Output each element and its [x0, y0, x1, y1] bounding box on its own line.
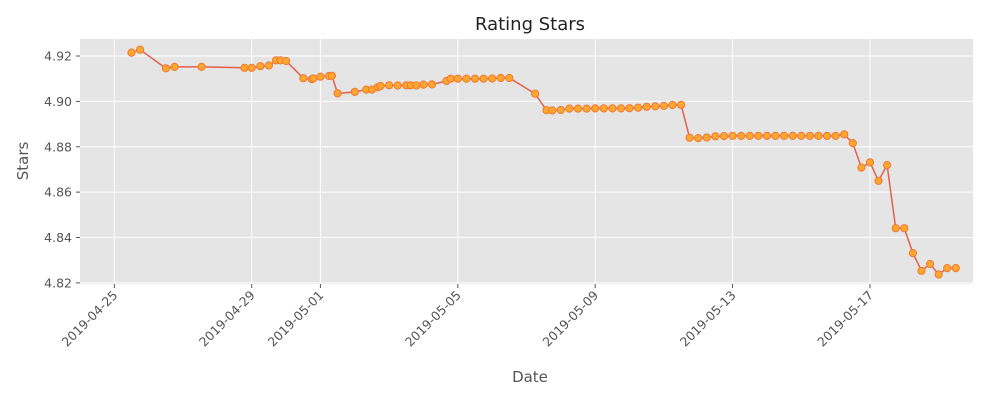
data-point [136, 45, 145, 54]
y-tick-label: 4.88 [44, 139, 72, 154]
data-point [865, 158, 875, 167]
data-point [651, 102, 660, 111]
data-point [805, 131, 815, 140]
data-point [256, 62, 265, 71]
data-point [822, 131, 832, 140]
data-point [170, 62, 179, 72]
data-point [316, 72, 325, 81]
data-point [685, 133, 694, 142]
data-point [333, 89, 342, 98]
data-point [299, 74, 308, 83]
data-point [908, 249, 918, 258]
data-point [616, 104, 626, 113]
data-point [634, 103, 643, 112]
y-axis-label: Stars [14, 142, 32, 181]
data-point [608, 104, 617, 113]
data-point [446, 74, 455, 83]
data-point [883, 161, 892, 170]
x-tick-label: 2019-05-17 [814, 288, 876, 350]
data-point [419, 80, 428, 89]
data-point [900, 224, 909, 233]
x-axis-label: Date [512, 368, 548, 386]
data-point [719, 132, 729, 141]
data-point [625, 104, 634, 113]
data-point [548, 106, 557, 115]
data-point [857, 163, 866, 172]
data-point [659, 101, 669, 111]
data-point [840, 130, 849, 139]
data-point [926, 259, 935, 269]
data-point [754, 131, 763, 140]
data-point [264, 61, 273, 70]
data-point [771, 131, 780, 140]
data-point [814, 131, 823, 140]
data-point [599, 104, 608, 113]
plot-area [80, 39, 973, 284]
data-point [479, 74, 488, 83]
data-point [874, 176, 883, 185]
data-point [197, 62, 206, 72]
x-tick-label: 2019-05-09 [539, 287, 601, 349]
data-point [385, 81, 394, 90]
data-point [831, 131, 840, 140]
data-point [240, 63, 249, 72]
y-tick-label: 4.82 [44, 275, 72, 290]
data-point [470, 74, 480, 83]
data-point [668, 100, 677, 110]
x-tick-label: 2019-05-13 [677, 288, 739, 350]
data-point [702, 133, 711, 142]
data-point [247, 63, 256, 72]
data-point [531, 89, 540, 98]
data-point [591, 104, 600, 113]
data-point [762, 131, 772, 140]
data-point [488, 74, 497, 83]
y-tick-label: 4.90 [44, 94, 72, 109]
data-point [350, 87, 359, 97]
data-point [565, 104, 574, 113]
data-point [505, 73, 514, 83]
data-point [788, 131, 797, 140]
data-point [694, 134, 703, 143]
data-point [309, 74, 318, 83]
data-point [934, 270, 943, 279]
data-point [745, 131, 754, 140]
data-point [496, 73, 505, 83]
data-point [327, 71, 336, 80]
data-point [127, 48, 136, 57]
y-tick-label: 4.92 [44, 49, 72, 64]
data-point [427, 80, 437, 89]
data-point [737, 131, 746, 140]
data-point [677, 100, 686, 109]
data-point [282, 56, 291, 66]
data-point [376, 81, 385, 91]
data-point [453, 74, 462, 83]
y-tick-label: 4.86 [44, 185, 72, 200]
data-point [556, 105, 565, 115]
x-tick-label: 2019-04-29 [196, 287, 258, 349]
data-point [917, 266, 926, 275]
y-tick-label: 4.84 [44, 230, 72, 245]
data-point [780, 131, 789, 140]
data-point [642, 102, 651, 111]
x-tick-label: 2019-04-25 [58, 288, 120, 350]
data-point [582, 104, 591, 113]
data-point [161, 64, 170, 73]
data-point [412, 81, 421, 90]
chart-title: Rating Stars [475, 14, 585, 35]
data-point [728, 131, 737, 140]
data-point [797, 131, 806, 140]
data-point [462, 74, 471, 83]
data-point [393, 81, 402, 90]
data-point [943, 264, 952, 273]
data-point [951, 264, 960, 273]
data-point [711, 132, 720, 141]
x-tick-label: 2019-05-05 [402, 288, 464, 350]
data-series [127, 45, 960, 279]
x-tick-label: 2019-05-01 [265, 288, 327, 350]
data-point [848, 139, 857, 148]
data-point [891, 224, 900, 233]
data-point [573, 104, 583, 113]
